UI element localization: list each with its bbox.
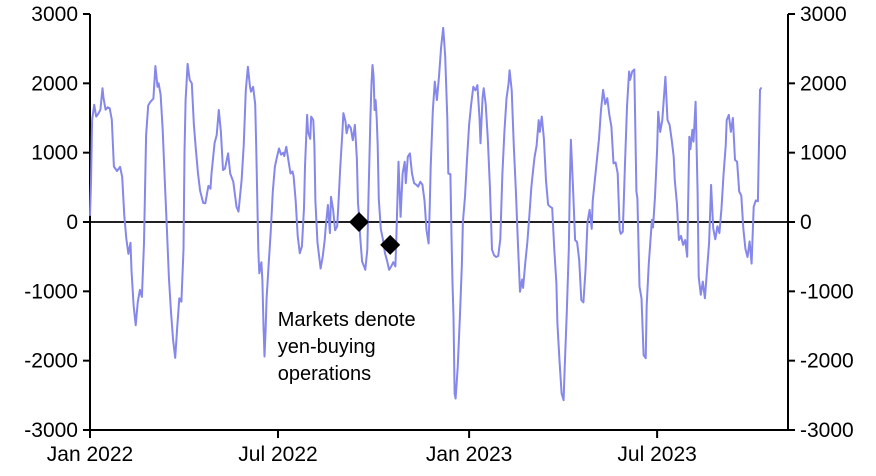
- y-axis-left-tick-label: -1000: [24, 280, 78, 303]
- y-axis-left-tick-label: 0: [66, 211, 78, 234]
- x-axis-tick-label: Jul 2022: [238, 443, 317, 466]
- intervention-diamond-marker: [380, 234, 401, 255]
- x-axis-tick-label: Jan 2023: [426, 443, 512, 466]
- y-axis-right-tick-label: -2000: [800, 350, 854, 373]
- y-axis-right-tick-label: -1000: [800, 280, 854, 303]
- y-axis-left-tick-label: 1000: [31, 142, 78, 165]
- y-axis-left-tick-label: -2000: [24, 350, 78, 373]
- y-axis-right-tick-label: 1000: [800, 142, 847, 165]
- y-axis-left-tick-label: 3000: [31, 3, 78, 26]
- intervention-diamond-marker: [349, 212, 370, 232]
- x-axis-tick-label: Jul 2023: [617, 443, 696, 466]
- y-axis-right-tick-label: -3000: [800, 419, 854, 442]
- y-axis-right-tick-label: 0: [800, 211, 812, 234]
- x-axis-tick-label: Jan 2022: [47, 443, 133, 466]
- y-axis-right-tick-label: 3000: [800, 3, 847, 26]
- y-axis-right-tick-label: 2000: [800, 72, 847, 95]
- data-line-series: [89, 26, 762, 402]
- y-axis-left-tick-label: -3000: [24, 419, 78, 442]
- y-axis-left-tick-label: 2000: [31, 72, 78, 95]
